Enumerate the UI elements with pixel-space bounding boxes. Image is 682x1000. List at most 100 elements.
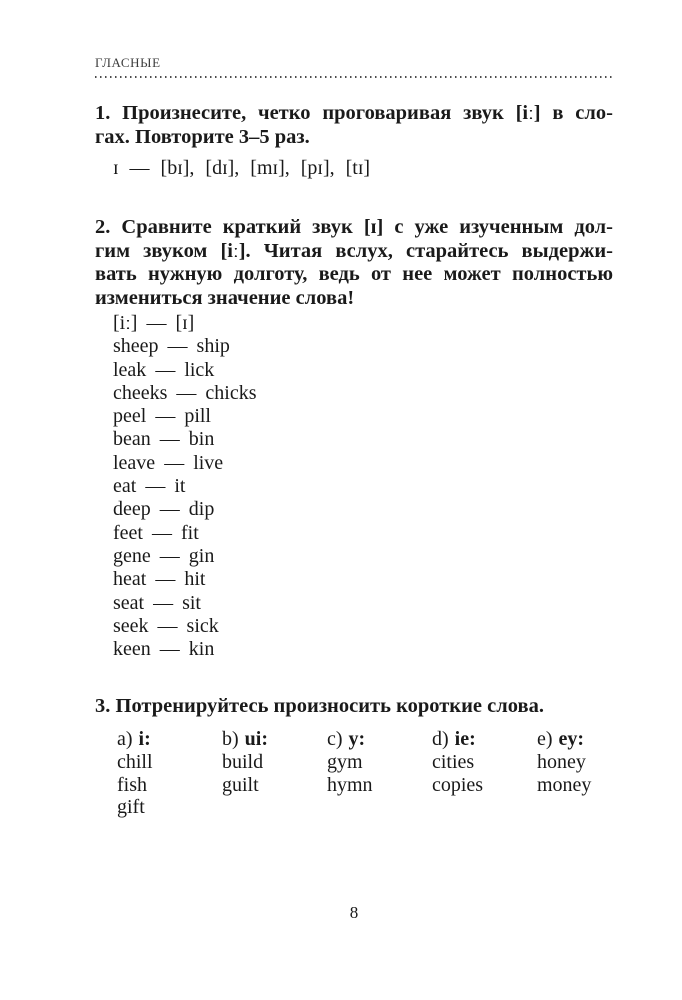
column-word: fish (117, 773, 147, 796)
pair-dash: — (151, 521, 172, 544)
word-pair: seat — sit (113, 592, 613, 615)
column-spelling: ey: (558, 727, 585, 750)
long-word: leave (113, 451, 156, 474)
long-word: sheep (113, 335, 159, 358)
word-pair: sheep — ship (113, 335, 613, 358)
word-pair: gene — gin (113, 545, 613, 568)
long-word: leak (113, 358, 147, 381)
short-words-table: a) i: chill fish gift b) ui: build guilt c… (117, 728, 613, 819)
short-word: dip (188, 498, 215, 521)
long-word: cheeks (113, 381, 168, 404)
word-column-a: a) i: chill fish gift (117, 728, 222, 819)
short-word: chicks (205, 381, 257, 404)
word-pair: leave — live (113, 452, 613, 475)
word-pair: [iː] — [ɪ] (113, 312, 613, 335)
dotted-divider (95, 76, 613, 78)
exercise-2-heading-line: 2. Сравните краткий звук [ɪ] с уже изуче… (95, 216, 613, 238)
column-word: cities (432, 750, 475, 773)
short-word: lick (184, 358, 215, 381)
word-pair: eat — it (113, 475, 613, 498)
short-word: kin (188, 638, 215, 661)
pair-dash: — (159, 498, 180, 521)
short-word: [ɪ] (175, 312, 195, 334)
word-pair: peel — pill (113, 405, 613, 428)
pair-dash: — (176, 381, 197, 404)
page-number: 8 (349, 903, 359, 923)
exercise-1-heading-line: 1. Произнесите, четко проговаривая звук … (95, 102, 613, 124)
long-word: [iː] (113, 312, 138, 334)
column-word: build (222, 750, 264, 773)
word-pair: heat — hit (113, 568, 613, 591)
column-letter: d) (432, 727, 449, 750)
pair-dash: — (159, 638, 180, 661)
word-pair: deep — dip (113, 498, 613, 521)
word-pair: feet — fit (113, 522, 613, 545)
pair-dash: — (167, 335, 188, 358)
pair-dash: — (155, 358, 176, 381)
exercise-1-heading-line: гах. Повторите 3–5 раз. (95, 125, 310, 148)
column-spelling: ui: (244, 727, 269, 750)
column-header: d) ie: (432, 728, 537, 751)
column-word: gym (327, 750, 363, 773)
long-word: heat (113, 568, 147, 591)
short-word: pill (184, 405, 211, 428)
word-pair: leak — lick (113, 359, 613, 382)
short-word: hit (184, 568, 206, 591)
column-word: copies (432, 773, 484, 796)
pair-dash: — (159, 544, 180, 567)
word-pair: cheeks — chicks (113, 382, 613, 405)
section-header: ГЛАСНЫЕ (95, 55, 161, 70)
word-pair: keen — kin (113, 638, 613, 661)
word-column-c: c) y: gym hymn (327, 728, 432, 819)
long-word: peel (113, 405, 147, 428)
pair-dash: — (155, 568, 176, 591)
column-word: guilt (222, 773, 259, 796)
column-letter: c) (327, 727, 343, 750)
pair-dash: — (145, 475, 166, 498)
long-word: feet (113, 521, 143, 544)
short-word: fit (180, 521, 199, 544)
short-word: ship (196, 335, 230, 358)
long-word: deep (113, 498, 151, 521)
pair-dash: — (164, 451, 185, 474)
column-spelling: y: (348, 727, 366, 750)
pair-dash: — (159, 428, 180, 451)
column-word: honey (537, 750, 586, 773)
column-word: chill (117, 750, 153, 773)
short-word: bin (188, 428, 215, 451)
long-word: seek (113, 614, 149, 637)
pair-dash: — (157, 614, 178, 637)
long-word: keen (113, 638, 151, 661)
exercise-2-heading-line: гим звуком [iː]. Читая вслух, старайтесь… (95, 239, 613, 262)
exercise-1: 1. Произнесите, четко проговаривая звук … (95, 102, 613, 180)
word-column-b: b) ui: build guilt (222, 728, 327, 819)
column-header: a) i: (117, 728, 222, 751)
short-word: it (174, 475, 186, 498)
short-word: gin (188, 544, 215, 567)
column-spelling: ie: (454, 727, 476, 750)
exercise-2-heading-line: вать нужную долготу, ведь от нее может п… (95, 263, 613, 285)
pair-dash: — (146, 312, 167, 334)
column-word: gift (117, 796, 145, 819)
long-word: bean (113, 428, 151, 451)
column-header: e) ey: (537, 728, 642, 751)
column-header: c) y: (327, 728, 432, 751)
exercise-3: 3. Потренируйтесь произносить короткие с… (95, 695, 613, 819)
word-pair: bean — bin (113, 428, 613, 451)
short-word: live (193, 451, 224, 474)
exercise-2-heading-line: измениться значение слова! (95, 286, 355, 309)
column-spelling: i: (138, 727, 151, 750)
page-content: ГЛАСНЫЕ 1. Произнесите, четко проговарив… (95, 55, 613, 923)
pair-dash: — (155, 405, 176, 428)
long-word: seat (113, 591, 145, 614)
pair-dash: — (153, 591, 174, 614)
word-column-e: e) ey: honey money (537, 728, 642, 819)
word-pair-list: [iː] — [ɪ] sheep — ship leak — lick cheeks — chi… (113, 312, 613, 661)
column-letter: b) (222, 727, 239, 750)
column-header: b) ui: (222, 728, 327, 751)
word-pair: seek — sick (113, 615, 613, 638)
column-word: hymn (327, 773, 373, 796)
long-word: gene (113, 544, 151, 567)
exercise-2: 2. Сравните краткий звук [ɪ] с уже изуче… (95, 216, 613, 661)
